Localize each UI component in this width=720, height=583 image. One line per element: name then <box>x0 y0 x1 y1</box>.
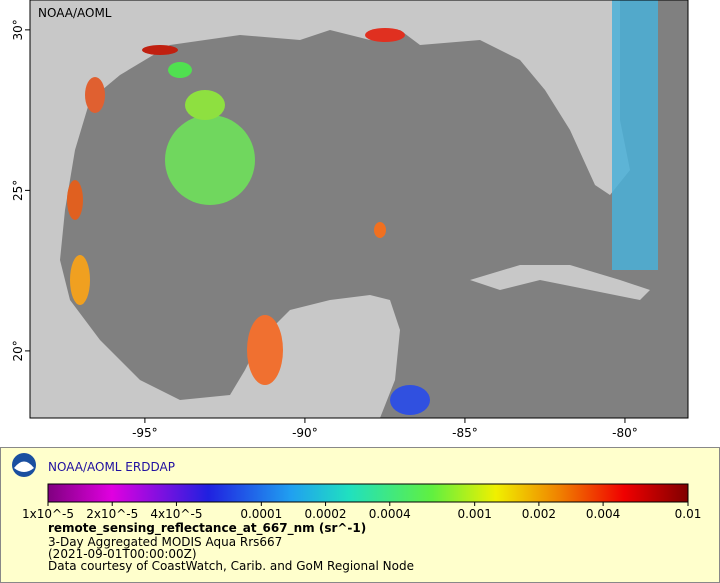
colorbar-tick-label: 0.001 <box>457 507 491 521</box>
colorbar-tick-label: 0.0001 <box>240 507 282 521</box>
data-patch <box>247 315 283 385</box>
atlantic <box>658 0 688 418</box>
data-patch <box>142 45 178 55</box>
x-tick-label: -95° <box>132 426 158 440</box>
data-patch <box>185 90 225 120</box>
map: NOAA/AOML <box>29 0 689 419</box>
colorbar-tick-label: 4x10^-5 <box>150 507 202 521</box>
land-cuba <box>470 265 650 300</box>
data-patch <box>390 385 430 415</box>
map-border <box>29 0 689 419</box>
data-patch <box>165 115 255 205</box>
data-patch <box>85 77 105 113</box>
data-patch <box>67 180 83 220</box>
legend-panel <box>0 447 720 583</box>
y-tick-label: 30° <box>11 19 25 40</box>
data-patch <box>365 28 405 42</box>
variable-name: remote_sensing_reflectance_at_667_nm (sr… <box>48 521 366 536</box>
colorbar-tick-label: 1x10^-5 <box>22 507 74 521</box>
data-patch <box>70 255 90 305</box>
legend-line: 3-Day Aggregated MODIS Aqua Rrs667 <box>48 535 282 549</box>
data-strip <box>612 0 658 270</box>
legend-line: Data courtesy of CoastWatch, Carib. and … <box>48 559 414 573</box>
colorbar-tick-label: 0.0002 <box>305 507 347 521</box>
noaa-logo-bird <box>14 461 34 472</box>
legend-line: (2021-09-01T00:00:00Z) <box>48 547 197 561</box>
land-mexico <box>30 210 400 418</box>
data-patch <box>374 222 386 238</box>
colorbar-tick-label: 2x10^-5 <box>86 507 138 521</box>
data-patch <box>168 62 192 78</box>
colorbar-tick-label: 0.0004 <box>369 507 411 521</box>
y-tick-label: 25° <box>11 180 25 201</box>
legend-title: NOAA/AOML ERDDAP <box>48 460 175 474</box>
x-tick-label: -85° <box>452 426 478 440</box>
colorbar-tick-label: 0.01 <box>675 507 702 521</box>
land-us <box>30 0 630 210</box>
colorbar-tick-label: 0.002 <box>522 507 556 521</box>
colorbar <box>47 483 689 503</box>
x-tick-label: -90° <box>292 426 318 440</box>
watermark: NOAA/AOML <box>38 6 112 20</box>
x-tick-label: -80° <box>612 426 638 440</box>
colorbar-tick-label: 0.004 <box>586 507 620 521</box>
y-tick-label: 20° <box>11 340 25 361</box>
